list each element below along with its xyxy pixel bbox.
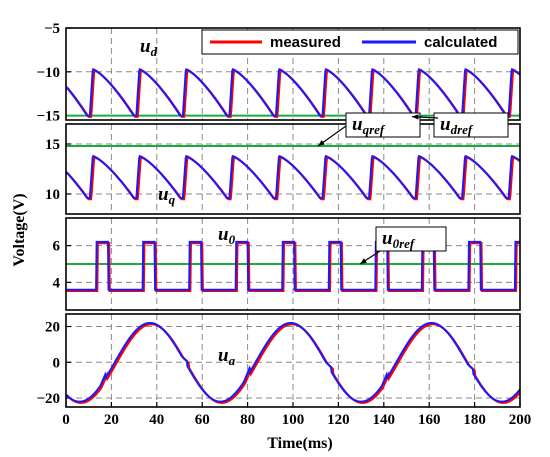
x-tick-label: 120 <box>327 412 350 428</box>
y-tick-label: 4 <box>53 275 61 291</box>
legend: measured calculated <box>201 29 519 55</box>
y-axis-label: Voltage(V) <box>11 193 28 266</box>
panel-frame <box>65 217 521 311</box>
series-label-uq: uq <box>158 184 176 207</box>
callout-arrowhead <box>412 114 419 120</box>
x-tick-label: 80 <box>240 412 255 428</box>
callout-box <box>433 112 509 138</box>
panel-u0: 46 <box>53 217 521 311</box>
x-tick-label: 140 <box>373 412 396 428</box>
x-tick-label: 180 <box>463 412 486 428</box>
callout-box <box>375 226 447 252</box>
legend-label-measured: measured <box>270 34 341 51</box>
series-measured-u0 <box>66 242 520 293</box>
x-tick-label: 40 <box>149 412 164 428</box>
y-tick-label: 0 <box>53 355 61 371</box>
callout-arrowhead <box>360 258 367 264</box>
series-label-ud: ud <box>140 36 158 59</box>
y-tick-label: −15 <box>36 109 60 125</box>
callout-dref: udref <box>411 112 509 138</box>
callout-arrowhead <box>318 140 325 146</box>
callout-label: u0ref <box>382 228 416 251</box>
x-tick-label: 20 <box>104 412 119 428</box>
series-calculated-u0 <box>66 240 520 291</box>
series-calculated-ua <box>66 321 520 403</box>
x-tick-label: 160 <box>418 412 441 428</box>
x-tick-label: 60 <box>195 412 210 428</box>
callout-qref: uqref <box>317 112 421 147</box>
legend-label-calculated: calculated <box>424 34 497 51</box>
y-tick-label: 6 <box>53 239 61 255</box>
series-label-ua: ua <box>218 345 236 368</box>
series-label-u0: u0 <box>218 224 236 247</box>
series-calculated-uq <box>66 154 520 199</box>
x-tick-label: 0 <box>62 412 70 428</box>
panel-ud: −5 −10 −15 <box>36 21 521 125</box>
y-tick-label: −5 <box>44 21 60 37</box>
y-tick-label: 15 <box>45 137 60 153</box>
panel-ua: −20 0 20 <box>36 313 521 408</box>
panel-frame <box>65 123 521 215</box>
callout-0ref: u0ref <box>359 226 447 265</box>
x-tick-label: 100 <box>282 412 305 428</box>
y-tick-label: −10 <box>36 65 60 81</box>
y-tick-label: −20 <box>36 391 60 407</box>
x-axis-label: Time(ms) <box>267 435 332 452</box>
y-tick-label: 20 <box>45 320 60 336</box>
callout-box <box>345 112 421 138</box>
x-tick-label: 200 <box>509 412 532 428</box>
callout-label: uqref <box>352 114 386 137</box>
callout-label: udref <box>440 114 474 137</box>
series-calculated-ud <box>66 67 520 117</box>
panel-frame <box>65 27 521 121</box>
panel-uq: 10 15 <box>45 123 521 215</box>
y-tick-label: 10 <box>45 187 60 203</box>
